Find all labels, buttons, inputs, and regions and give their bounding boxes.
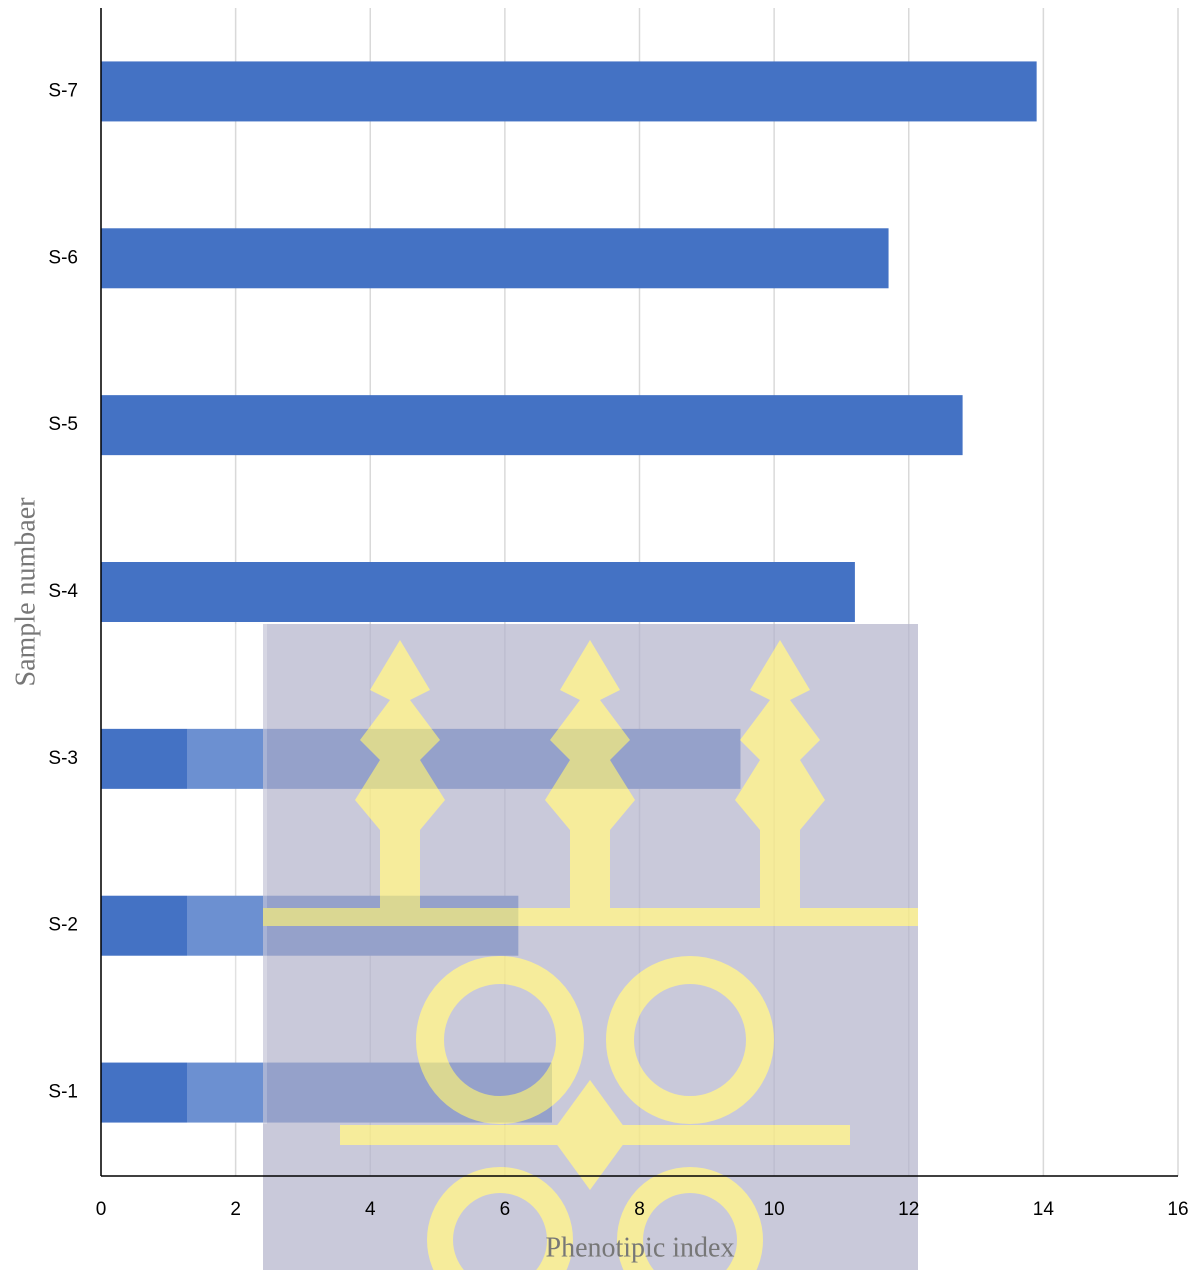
x-tick-label: 0: [96, 1199, 107, 1220]
x-axis-title: Phenotipic index: [546, 1232, 735, 1263]
y-tick-label: S-3: [48, 748, 78, 769]
bar: [101, 395, 963, 456]
x-tick-label: 16: [1167, 1199, 1188, 1220]
watermark: [187, 624, 918, 1270]
x-tick-label: 6: [500, 1199, 511, 1220]
x-tick-label: 2: [230, 1199, 241, 1220]
x-tick-label: 12: [898, 1199, 919, 1220]
y-tick-label: S-2: [48, 915, 78, 936]
y-tick-label: S-6: [48, 247, 78, 268]
bar: [101, 61, 1037, 122]
x-tick-label: 8: [634, 1199, 645, 1220]
watermark-emblem: [263, 640, 918, 1270]
y-axis-title: Sample numbaer: [10, 497, 41, 687]
y-tick-label: S-4: [48, 581, 78, 602]
x-tick-label: 14: [1033, 1199, 1055, 1220]
x-tick-label: 4: [365, 1199, 376, 1220]
x-tick-label: 10: [764, 1199, 785, 1220]
watermark-edge: [187, 624, 267, 1124]
y-tick-label: S-5: [48, 414, 78, 435]
bar: [101, 562, 855, 622]
y-tick-label: S-7: [48, 80, 78, 101]
bar: [101, 228, 889, 289]
y-tick-label: S-1: [48, 1082, 78, 1103]
